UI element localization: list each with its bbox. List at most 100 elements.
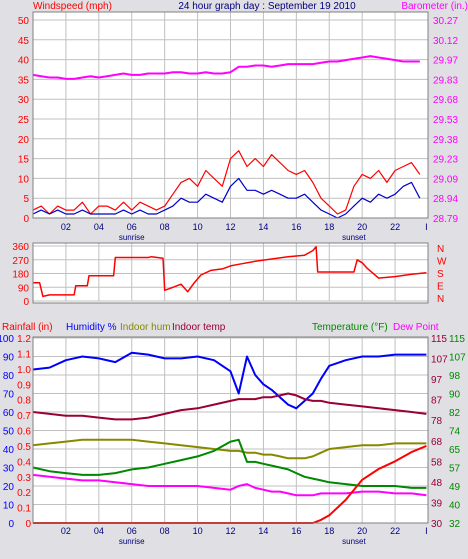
barometer-tick-label: 30.12	[433, 36, 458, 47]
temp-x-tick-label: 02	[61, 526, 71, 536]
indoor-temp-tick-label: 87	[431, 396, 443, 407]
humidity-tick-label: 90	[3, 353, 15, 364]
barometer-tick-label: 29.23	[433, 155, 458, 166]
wind-x-tick-label: 08	[160, 222, 170, 232]
humidity-tick-label: 50	[3, 427, 15, 438]
humidity-tick-label: 70	[3, 390, 15, 401]
outdoor-temp-tick-label: 40	[449, 501, 461, 512]
legend-dew-point: Dew Point	[393, 322, 439, 333]
rain-tick-label: 0.6	[17, 427, 31, 438]
temp-x-tick-label: 06	[127, 526, 137, 536]
outdoor-temp-tick-label: 32	[449, 519, 461, 530]
outdoor-temp-tick-label: 115	[449, 334, 465, 345]
rain-tick-label: 1.2	[17, 334, 31, 345]
wind-x-tick-label: 22	[390, 222, 400, 232]
temp-series-indoor-temp	[32, 392, 427, 421]
wind-x-tick-label: 06	[127, 222, 137, 232]
temp-x-tick-label: 16	[291, 526, 301, 536]
humidity-tick-label: 80	[3, 371, 15, 382]
humidity-tick-label: 10	[3, 501, 15, 512]
rain-tick-label: 0.1	[17, 504, 31, 515]
temp-series-indoor-hum	[32, 438, 427, 460]
humidity-tick-label: 20	[3, 482, 15, 493]
rain-tick-label: 0.8	[17, 396, 31, 407]
temp-x-tick-label: 10	[193, 526, 203, 536]
rain-tick-label: 0.9	[17, 380, 31, 391]
rain-tick-label: 0.5	[17, 442, 31, 453]
rain-tick-label: 1.0	[17, 365, 31, 376]
humidity-tick-label: 40	[3, 445, 15, 456]
compass-label: E	[437, 282, 444, 293]
outdoor-temp-tick-label: 107	[449, 353, 466, 364]
outdoor-temp-tick-label: 74	[449, 427, 461, 438]
temp-plot-border	[32, 336, 429, 524]
direction-tick-label: 360	[12, 242, 29, 253]
indoor-temp-tick-label: 107	[431, 355, 448, 366]
barometer-tick-label: 29.38	[433, 135, 458, 146]
compass-label: S	[437, 269, 444, 280]
indoor-temp-tick-label: 30	[431, 519, 443, 530]
legend-rainfall: Rainfall (in)	[2, 322, 53, 333]
wind-series-windspeed-gust	[32, 150, 421, 215]
rain-tick-label: 1.1	[17, 349, 31, 360]
humidity-tick-label: 100	[0, 334, 14, 345]
humidity-tick-label: 30	[3, 464, 15, 475]
legend-humidity: Humidity %	[66, 322, 117, 333]
legend-temperature: Temperature (°F)	[312, 322, 388, 333]
outdoor-temp-tick-label: 57	[449, 464, 461, 475]
temp-x-tick-label: 14	[258, 526, 268, 536]
axis-labels: 0 5 10 15 20 25 30 35 40 45 50 28.79 28.94 29.09 29.23…	[0, 16, 466, 546]
outdoor-temp-tick-label: 65	[449, 445, 461, 456]
sunset-label-bottom: sunset	[342, 537, 366, 546]
wind-x-tick-label: I	[425, 222, 428, 232]
graph-title: 24 hour graph day : September 19 2010	[178, 1, 356, 12]
wind-plot-border	[32, 11, 429, 219]
rain-tick-label: 0.2	[17, 488, 31, 499]
outdoor-temp-tick-label: 82	[449, 408, 461, 419]
barometer-tick-label: 30.27	[433, 16, 458, 27]
windspeed-tick-label: 45	[18, 36, 30, 47]
barometer-tick-label: 28.79	[433, 214, 458, 225]
barometer-tick-label: 29.09	[433, 174, 458, 185]
temp-series-humidity-	[32, 351, 427, 410]
windspeed-tick-label: 25	[18, 115, 30, 126]
indoor-temp-tick-label: 39	[431, 498, 443, 509]
wind-x-tick-label: 12	[225, 222, 235, 232]
barometer-tick-label: 29.68	[433, 95, 458, 106]
windspeed-tick-label: 40	[18, 56, 30, 67]
rain-tick-label: 0.4	[17, 457, 31, 468]
outdoor-temp-tick-label: 49	[449, 482, 461, 493]
indoor-temp-tick-label: 78	[431, 416, 443, 427]
windspeed-axis-title: Windspeed (mph)	[33, 1, 112, 12]
temp-x-tick-label: 04	[94, 526, 104, 536]
windspeed-tick-label: 35	[18, 75, 30, 86]
wind-x-tick-label: 10	[193, 222, 203, 232]
direction-tick-label: 270	[12, 256, 29, 267]
barometer-tick-label: 29.83	[433, 75, 458, 86]
sunrise-label-bottom: sunrise	[119, 537, 145, 546]
windspeed-tick-label: 15	[18, 155, 30, 166]
indoor-temp-tick-label: 58	[431, 457, 443, 468]
indoor-temp-tick-label: 115	[431, 334, 447, 345]
temp-x-tick-label: I	[425, 526, 428, 536]
temp-series-dew-point	[32, 473, 427, 497]
rain-tick-label: 0	[25, 519, 31, 530]
windspeed-tick-label: 0	[23, 214, 29, 225]
direction-tick-label: 90	[18, 283, 30, 294]
outdoor-temp-tick-label: 90	[449, 390, 461, 401]
wind-x-tick-label: 18	[324, 222, 334, 232]
wind-series-windspeed-avg	[32, 177, 421, 219]
humidity-tick-label: 0	[8, 519, 14, 530]
indoor-temp-tick-label: 97	[431, 375, 443, 386]
wind-x-tick-label: 16	[291, 222, 301, 232]
barometer-tick-label: 28.94	[433, 194, 458, 205]
temp-x-tick-label: 18	[324, 526, 334, 536]
indoor-temp-tick-label: 68	[431, 437, 443, 448]
indoor-temp-tick-label: 48	[431, 478, 443, 489]
legend-indoor-hum: Indoor hum	[120, 322, 171, 333]
direction-tick-label: 0	[23, 297, 29, 308]
rain-tick-label: 0.7	[17, 411, 31, 422]
barometer-tick-label: 29.53	[433, 115, 458, 126]
direction-plot-border	[32, 242, 429, 304]
